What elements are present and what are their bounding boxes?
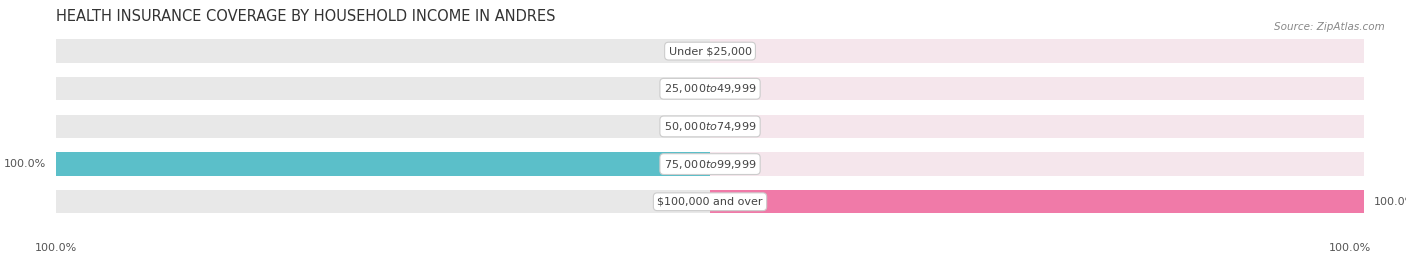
- Text: 100.0%: 100.0%: [4, 159, 46, 169]
- Text: 0.0%: 0.0%: [720, 84, 748, 94]
- Bar: [56, 190, 710, 213]
- Text: $25,000 to $49,999: $25,000 to $49,999: [664, 82, 756, 95]
- Bar: [710, 115, 1364, 138]
- Text: HEALTH INSURANCE COVERAGE BY HOUSEHOLD INCOME IN ANDRES: HEALTH INSURANCE COVERAGE BY HOUSEHOLD I…: [56, 9, 555, 24]
- Text: 100.0%: 100.0%: [35, 243, 77, 253]
- Legend: With Coverage, Without Coverage: With Coverage, Without Coverage: [593, 267, 827, 269]
- Bar: [56, 77, 710, 100]
- Bar: [710, 40, 1364, 63]
- Bar: [56, 115, 710, 138]
- Text: 0.0%: 0.0%: [720, 159, 748, 169]
- Text: $50,000 to $74,999: $50,000 to $74,999: [664, 120, 756, 133]
- Text: 0.0%: 0.0%: [672, 46, 700, 56]
- Bar: [56, 153, 710, 176]
- Text: 0.0%: 0.0%: [672, 84, 700, 94]
- Bar: [56, 153, 710, 176]
- Bar: [710, 190, 1364, 213]
- Text: $100,000 and over: $100,000 and over: [657, 197, 763, 207]
- Text: $75,000 to $99,999: $75,000 to $99,999: [664, 158, 756, 171]
- Bar: [710, 190, 1364, 213]
- Text: Source: ZipAtlas.com: Source: ZipAtlas.com: [1274, 22, 1385, 31]
- Bar: [56, 40, 710, 63]
- Text: 0.0%: 0.0%: [720, 121, 748, 132]
- Text: Under $25,000: Under $25,000: [668, 46, 752, 56]
- Text: 0.0%: 0.0%: [672, 197, 700, 207]
- Text: 0.0%: 0.0%: [720, 46, 748, 56]
- Text: 0.0%: 0.0%: [672, 121, 700, 132]
- Text: 100.0%: 100.0%: [1329, 243, 1371, 253]
- Bar: [710, 153, 1364, 176]
- Text: 100.0%: 100.0%: [1374, 197, 1406, 207]
- Bar: [710, 77, 1364, 100]
